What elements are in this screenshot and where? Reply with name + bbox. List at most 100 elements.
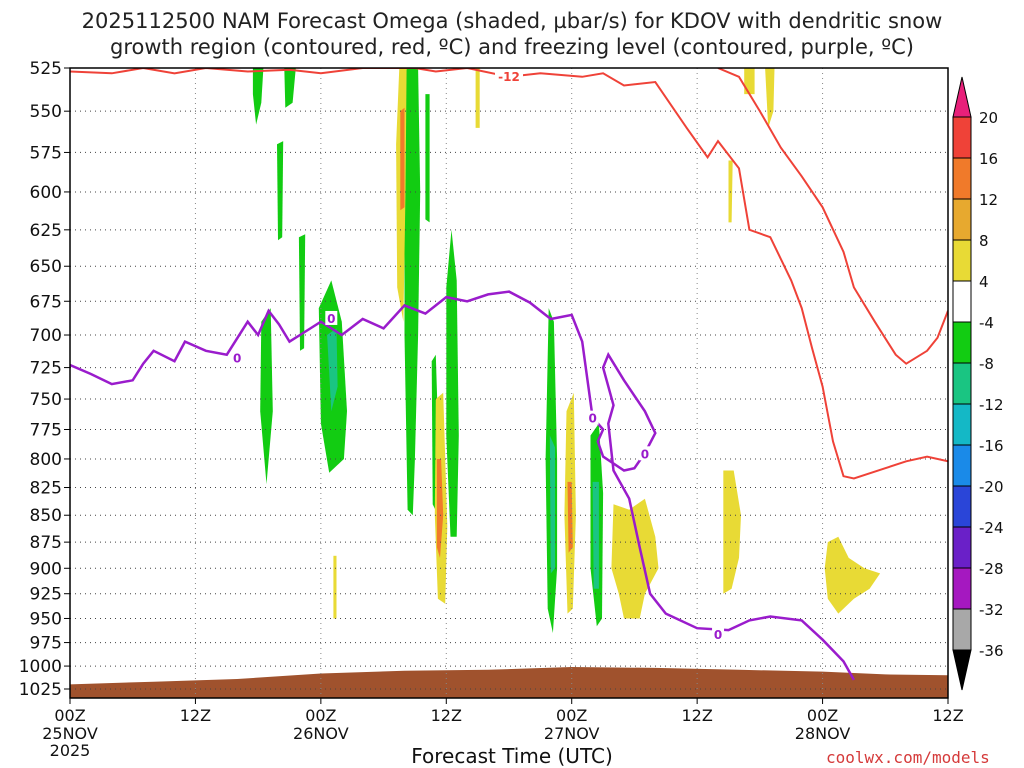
freezing-level-label-2: 0 [588, 412, 596, 426]
omega-blob-19 [475, 68, 480, 128]
freezing-level-line [70, 290, 855, 681]
omega-blob-14 [592, 481, 599, 589]
x-tick-date-6: 28NOV [795, 724, 851, 743]
x-tick-date-0: 25NOV [42, 724, 98, 743]
credit-text[interactable]: coolwx.com/models [826, 748, 990, 767]
colorbar-bin-11 [952, 526, 972, 569]
freezing-level-label-3: 0 [641, 447, 649, 461]
y-tick-label-825: 825 [30, 479, 62, 499]
x-tick-label-0: 00Z [54, 706, 85, 725]
y-tick-label-975: 975 [30, 634, 62, 654]
omega-blob-3 [298, 234, 306, 351]
omega-blob-1 [284, 68, 296, 108]
colorbar-label-0: 20 [979, 109, 998, 127]
omega-blob-21 [723, 470, 741, 594]
y-tick-label-700: 700 [30, 326, 62, 346]
colorbar-bin-7 [952, 362, 972, 405]
omega-blob-2 [277, 141, 284, 241]
colorbar-bin-2 [952, 157, 972, 200]
colorbar-bin-1 [952, 116, 972, 159]
colorbar-bin-8 [952, 403, 972, 446]
x-tick-label-4: 00Z [556, 706, 587, 725]
x-axis-label: Forecast Time (UTC) [411, 744, 613, 768]
x-tick-label-5: 12Z [681, 706, 712, 725]
x-tick-date-2: 26NOV [293, 724, 349, 743]
x-tick-label-3: 12Z [431, 706, 462, 725]
y-tick-label-950: 950 [30, 609, 62, 629]
freezing-label-bg-2 [586, 410, 599, 425]
x-tick-label-7: 12Z [932, 706, 963, 725]
axes-layer: 525 550 575 600 625 650 675 700 725 750 775 800 825 8… [19, 59, 964, 760]
x-tick-label-1: 12Z [180, 706, 211, 725]
dgz-label-bg [495, 68, 523, 83]
colorbar-label-1: 16 [979, 150, 998, 168]
colorbar-label-9: -20 [979, 478, 1004, 496]
y-tick-label-675: 675 [30, 292, 62, 312]
colorbar-label-7: -12 [979, 396, 1004, 414]
omega-blob-22 [824, 536, 881, 614]
colorbar-bin-13 [952, 608, 972, 651]
chart-title-line2: growth region (contoured, red, ºC) and f… [110, 35, 914, 59]
colorbar-bottom-arrow [952, 649, 972, 691]
colorbar-bin-12 [952, 567, 972, 610]
y-tick-label-900: 900 [30, 559, 62, 579]
omega-blob-7 [404, 68, 421, 516]
colorbar-label-3: 8 [979, 232, 989, 250]
x-tick-label-2: 00Z [305, 706, 336, 725]
freezing-label-bg-1 [325, 310, 338, 325]
freezing-level-label-0: 0 [233, 352, 241, 366]
y-tick-label-1025: 1025 [19, 680, 62, 700]
dgz-contour-label: -12 [498, 70, 520, 84]
omega-blob-6 [327, 328, 338, 412]
y-tick-label-550: 550 [30, 102, 62, 122]
y-tick-label-650: 650 [30, 257, 62, 277]
y-tick-label-925: 925 [30, 585, 62, 605]
x-tick-date-4: 27NOV [544, 724, 600, 743]
omega-blob-23 [744, 68, 755, 95]
colorbar-label-4: 4 [979, 273, 989, 291]
colorbar-bin-3 [952, 198, 972, 241]
colorbar-label-5: -4 [979, 314, 994, 332]
dgz-contour-lower [70, 68, 948, 480]
omega-blob-4 [260, 308, 273, 485]
plot-frame [69, 67, 949, 699]
colorbar-label-2: 12 [979, 191, 998, 209]
freezing-label-bg-4 [712, 626, 725, 641]
terrain-layer [70, 667, 948, 698]
colorbar-label-11: -28 [979, 560, 1004, 578]
freezing-label-bg-3 [638, 446, 651, 461]
omega-blob-12 [549, 435, 555, 574]
omega-shading-layer [252, 68, 881, 633]
y-tick-label-750: 750 [30, 390, 62, 410]
y-tick-label-525: 525 [30, 59, 62, 79]
y-tick-label-800: 800 [30, 450, 62, 470]
y-tick-label-775: 775 [30, 420, 62, 440]
terrain-fill [70, 667, 948, 698]
omega-blob-8 [425, 94, 430, 223]
freezing-level-label-4: 0 [714, 628, 722, 642]
colorbar-top-arrow [952, 76, 972, 118]
y-tick-label-575: 575 [30, 143, 62, 163]
colorbar-label-12: -32 [979, 601, 1004, 619]
y-tick-label-625: 625 [30, 221, 62, 241]
y-tick-label-1000: 1000 [19, 657, 62, 677]
omega-blob-20 [611, 498, 659, 619]
colorbar: 20 16 12 8 4 -4 -8 -12 -16 -20 -24 -28 -32 -36 [952, 76, 1004, 691]
dgz-contour-upper [717, 68, 948, 365]
colorbar-bin-5 [952, 280, 972, 323]
colorbar-label-8: -16 [979, 437, 1004, 455]
grid-layer [70, 67, 948, 698]
plot-border [69, 67, 949, 699]
colorbar-bin-10 [952, 485, 972, 528]
omega-blob-18 [333, 555, 337, 619]
colorbar-bin-4 [952, 239, 972, 282]
omega-blob-9 [446, 229, 459, 537]
colorbar-label-10: -24 [979, 519, 1004, 537]
omega-blob-24 [765, 68, 775, 128]
freezing-level-label-1: 0 [327, 312, 335, 326]
chart-title-line1: 2025112500 NAM Forecast Omega (shaded, µ… [81, 9, 943, 33]
omega-blob-0 [252, 68, 264, 125]
x-tick-label-6: 00Z [807, 706, 838, 725]
freezing-label-bg-0 [231, 350, 244, 365]
